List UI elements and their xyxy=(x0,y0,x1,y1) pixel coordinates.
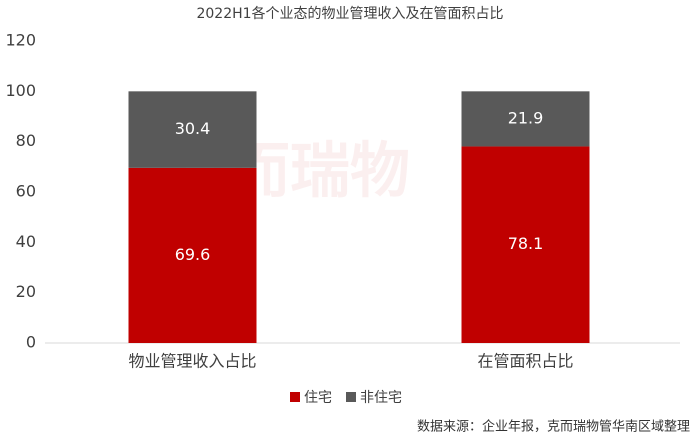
x-tick-label: 在管面积占比 xyxy=(477,352,573,371)
y-tick-label: 0 xyxy=(26,333,36,352)
data-label: 69.6 xyxy=(175,245,211,264)
legend-swatch xyxy=(290,392,300,402)
x-tick-label: 物业管理收入占比 xyxy=(128,352,256,371)
y-tick-label: 80 xyxy=(16,131,36,150)
legend-label: 住宅 xyxy=(304,390,332,406)
data-label: 78.1 xyxy=(508,234,544,253)
chart-title: 2022H1各个业态的物业管理收入及在管面积占比 xyxy=(196,6,503,22)
y-tick-label: 120 xyxy=(5,31,36,50)
bar-segment xyxy=(128,91,257,168)
y-tick-label: 40 xyxy=(16,232,36,251)
data-label: 21.9 xyxy=(508,108,544,127)
legend-swatch xyxy=(346,392,356,402)
y-tick-label: 60 xyxy=(16,182,36,201)
source-note: 数据来源：企业年报，克而瑞物管华南区域整理 xyxy=(417,419,690,435)
bar-segment xyxy=(128,167,257,343)
bar-segment xyxy=(461,146,590,343)
y-tick-label: 20 xyxy=(16,282,36,301)
bar-segment xyxy=(461,91,590,147)
data-label: 30.4 xyxy=(175,119,211,138)
legend-label: 非住宅 xyxy=(360,390,402,406)
y-tick-label: 100 xyxy=(5,81,36,100)
